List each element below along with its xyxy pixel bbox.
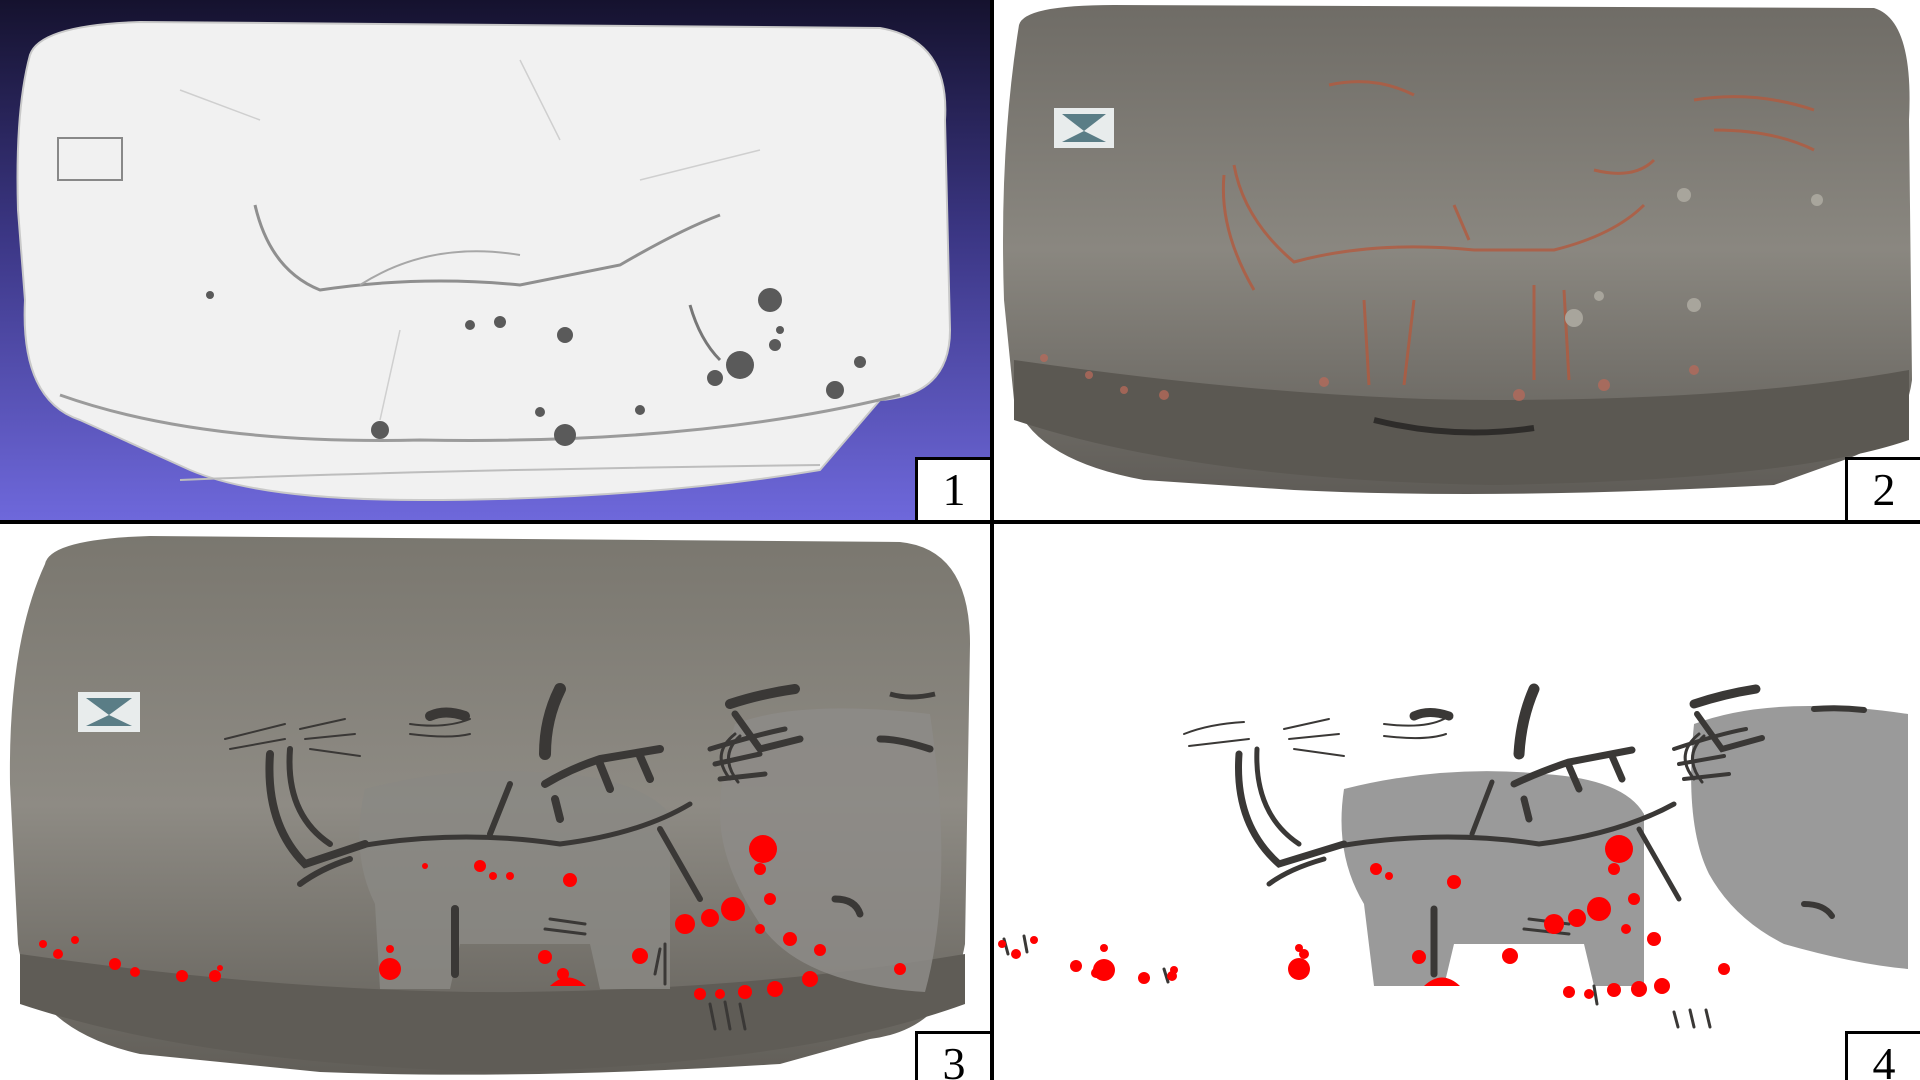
photo-render (1003, 5, 1912, 494)
panel-number: 4 (1845, 1031, 1920, 1080)
overlay-large-figure (720, 708, 942, 992)
panel-mesh: 1 (0, 0, 990, 520)
mesh-engraving (253, 204, 721, 292)
photo-ochre-dots (1040, 354, 1699, 401)
overlay-render (9, 536, 970, 1075)
panel-number: 1 (915, 457, 990, 520)
overlay-scale-card (78, 692, 140, 732)
photo-ochre-figures (1221, 80, 1815, 386)
panel-photo-tracing: 3 (0, 524, 990, 1080)
mesh-render (16, 20, 952, 502)
mesh-cupules (206, 288, 866, 446)
photo-scale-card (1054, 108, 1114, 148)
tracing-large-figure (1691, 706, 1908, 969)
tracing-bovid-body (1341, 771, 1644, 986)
tracing-red-dots (998, 835, 1730, 999)
panel-tracing: 4 (994, 524, 1920, 1080)
mesh-block (16, 20, 952, 502)
mesh-lower-edge (59, 393, 901, 442)
panel-number: 2 (1845, 457, 1920, 520)
tracing-render (998, 683, 1908, 1029)
overlay-bovid-body (359, 771, 670, 989)
mesh-scale-marker (57, 137, 123, 181)
panel-number: 3 (915, 1031, 990, 1080)
panel-photo: 2 (994, 0, 1920, 520)
overlay-tracing (224, 683, 942, 1031)
tracing-figures (1002, 683, 1908, 1029)
overlay-red-dots (39, 835, 906, 1000)
